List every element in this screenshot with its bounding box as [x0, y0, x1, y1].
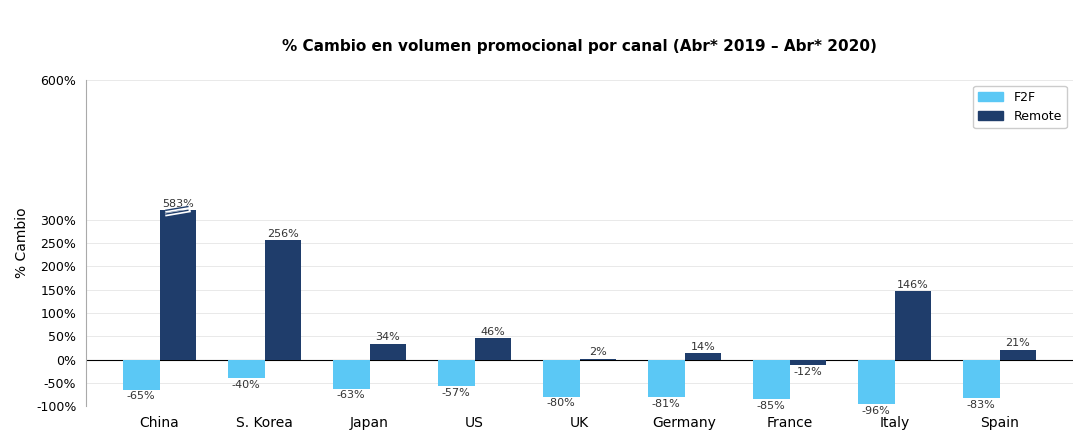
Text: 46%: 46% [481, 327, 505, 337]
Text: -57%: -57% [442, 388, 470, 398]
Text: 256%: 256% [267, 229, 299, 239]
Text: -83%: -83% [967, 400, 996, 410]
Bar [543, 360, 580, 397]
Text: 146%: 146% [897, 280, 929, 290]
Text: -65%: -65% [127, 391, 156, 401]
Bar [437, 360, 474, 386]
Text: -96%: -96% [862, 406, 890, 416]
Bar [123, 360, 160, 390]
Text: -12%: -12% [793, 367, 823, 376]
Bar [684, 353, 721, 360]
Text: -40%: -40% [232, 380, 260, 390]
Bar [790, 360, 826, 365]
Bar [580, 359, 616, 360]
Bar [474, 338, 511, 360]
Text: -81%: -81% [652, 399, 680, 409]
Text: -63%: -63% [337, 390, 366, 400]
Bar [264, 240, 301, 360]
Text: 14%: 14% [691, 342, 715, 352]
Bar [333, 360, 370, 389]
Bar [1000, 350, 1036, 360]
Bar [370, 344, 406, 360]
Text: 21%: 21% [1005, 338, 1030, 348]
Legend: F2F, Remote: F2F, Remote [974, 86, 1066, 128]
Text: 34%: 34% [375, 332, 400, 342]
Y-axis label: % Cambio: % Cambio [15, 208, 29, 278]
Text: 2%: 2% [589, 347, 607, 357]
Bar [160, 210, 196, 360]
Bar [857, 360, 894, 405]
Bar [894, 291, 931, 360]
Bar [753, 360, 790, 399]
Text: 583%: 583% [162, 199, 194, 209]
Text: % Cambio en volumen promocional por canal (Abr* 2019 – Abr* 2020): % Cambio en volumen promocional por cana… [282, 39, 877, 53]
Text: -85%: -85% [757, 400, 786, 411]
Bar [227, 360, 264, 378]
Bar [963, 360, 1000, 398]
Text: -80%: -80% [547, 398, 576, 409]
Bar [647, 360, 684, 397]
